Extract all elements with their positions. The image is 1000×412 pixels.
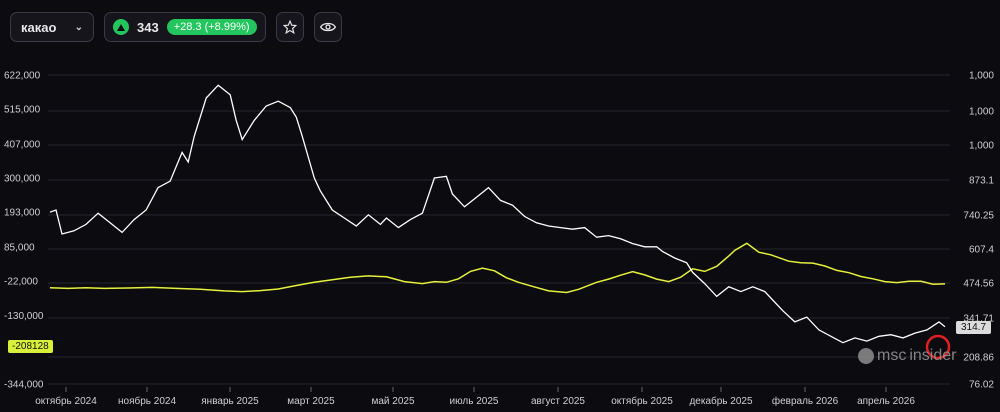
x-axis-tick: ноябрь 2024 xyxy=(118,395,176,407)
x-axis-tick: январь 2025 xyxy=(201,396,259,407)
left-axis-tick: -22,000 xyxy=(4,277,38,288)
x-axis-tick: май 2025 xyxy=(371,396,414,407)
toolbar: какао ⌄ 343 +28.3 (+8.99%) xyxy=(10,10,342,44)
x-axis-tick: июль 2025 xyxy=(450,396,499,407)
right-axis: 1,000 1,000 1,000 873.1 740.25 607.4 474.56 341… xyxy=(963,71,994,391)
right-axis-tick: 76.02 xyxy=(969,380,994,391)
right-axis-tick: 740.25 xyxy=(963,211,994,222)
right-axis-tick: 1,000 xyxy=(969,141,994,152)
left-axis-tick: 85,000 xyxy=(4,242,35,253)
right-axis-tick: 341.71 xyxy=(963,314,994,325)
right-axis-tick: 607.4 xyxy=(969,245,994,256)
watermark: msc insider xyxy=(858,347,956,365)
left-axis-tick: 515,000 xyxy=(4,105,41,116)
left-axis-marker: -208128 xyxy=(8,340,53,353)
msc-logo-icon xyxy=(858,348,874,364)
left-axis: 622,000 515,000 407,000 300,000 193,000 85,00… xyxy=(4,71,44,391)
positions-line xyxy=(49,242,946,294)
right-axis-tick: 474.56 xyxy=(963,279,994,290)
x-axis-tick: март 2025 xyxy=(287,396,335,407)
price-line xyxy=(49,84,946,344)
watermark-text-a: msc xyxy=(877,347,907,364)
star-icon xyxy=(282,20,297,34)
watermark-text-b: insider xyxy=(909,347,957,364)
symbol-selector[interactable]: какао ⌄ xyxy=(10,12,94,42)
left-axis-tick: -130,000 xyxy=(4,311,44,322)
chevron-down-icon: ⌄ xyxy=(74,21,83,33)
left-axis-tick: 622,000 xyxy=(4,71,41,82)
right-axis-tick: 1,000 xyxy=(969,107,994,118)
right-axis-tick: 1,000 xyxy=(969,71,994,82)
left-axis-tick: 407,000 xyxy=(4,139,41,150)
x-axis-tick: февраль 2026 xyxy=(772,395,839,407)
right-axis-marker: 314.7 xyxy=(956,321,992,334)
quote-panel: 343 +28.3 (+8.99%) xyxy=(104,12,266,42)
watch-button[interactable] xyxy=(313,12,342,42)
left-axis-tick: 193,000 xyxy=(4,208,41,219)
grid-lines xyxy=(48,74,950,385)
symbol-label: какао xyxy=(21,19,57,35)
last-point-highlight xyxy=(925,334,951,360)
x-axis-tick: апрель 2026 xyxy=(857,396,915,407)
eye-icon xyxy=(319,22,336,32)
x-axis-tick: октябрь 2025 xyxy=(611,395,673,407)
price-change-badge: +28.3 (+8.99%) xyxy=(166,19,257,35)
x-axis-tick: декабрь 2025 xyxy=(689,395,753,407)
triangle-up-icon xyxy=(113,19,129,35)
left-axis-tick: -344,000 xyxy=(4,380,44,391)
last-price: 343 xyxy=(137,19,159,35)
x-axis-tick: октябрь 2024 xyxy=(35,395,97,407)
left-axis-tick: 300,000 xyxy=(4,174,41,185)
x-axis: октябрь 2024 ноябрь 2024 январь 2025 март 2… xyxy=(35,387,915,407)
x-axis-tick: август 2025 xyxy=(531,396,585,407)
favorite-button[interactable] xyxy=(275,12,304,42)
right-axis-tick: 873.1 xyxy=(969,176,994,187)
right-axis-tick: 208.86 xyxy=(963,353,994,364)
